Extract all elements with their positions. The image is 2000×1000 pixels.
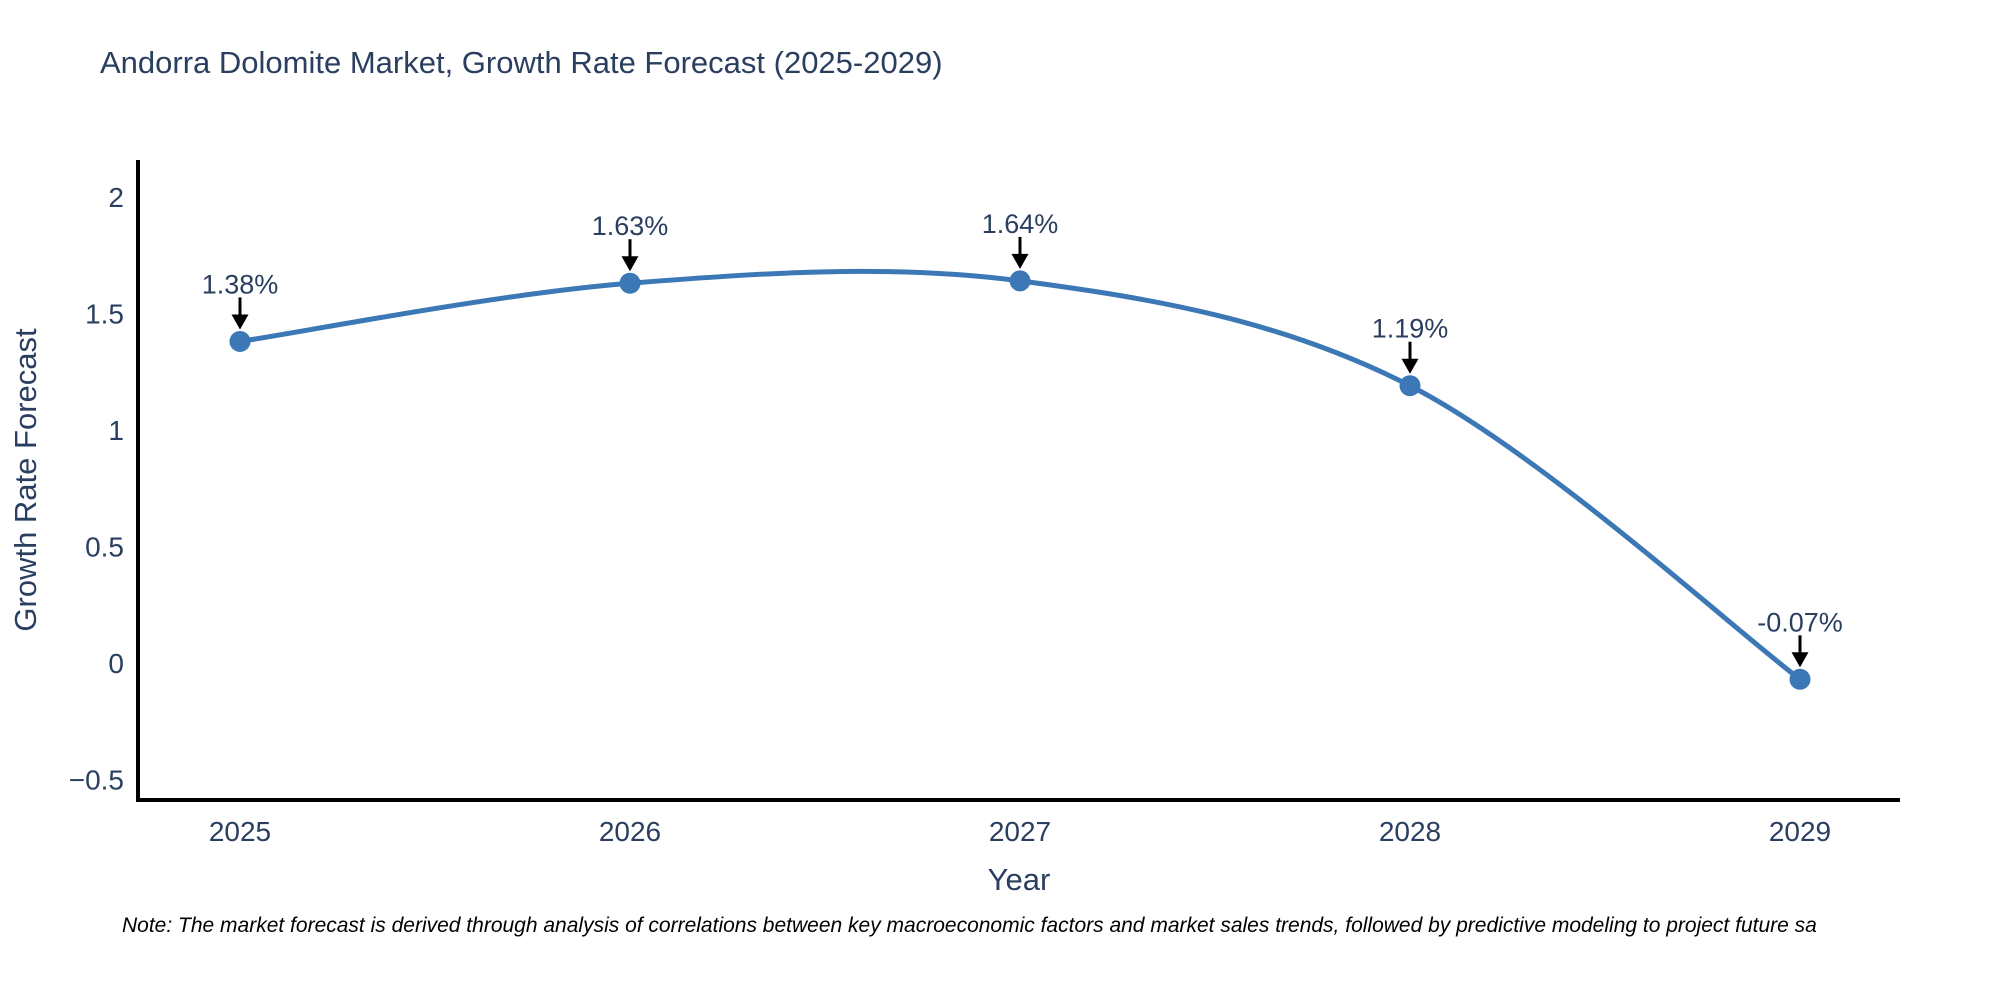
data-point-marker (1399, 375, 1421, 397)
y-tick-label: 0.5 (85, 532, 124, 563)
annotation-arrowhead-icon (1401, 358, 1419, 374)
data-point-marker (1789, 668, 1811, 690)
annotation-arrowhead-icon (1791, 652, 1809, 668)
chart-title: Andorra Dolomite Market, Growth Rate For… (100, 45, 943, 80)
data-point-label: 1.64% (982, 209, 1059, 239)
x-tick-label: 2028 (1379, 816, 1441, 847)
data-point-marker (229, 330, 251, 352)
y-tick-label: 2 (108, 182, 124, 213)
annotation-arrowhead-icon (231, 314, 249, 330)
y-tick-label: 1 (108, 415, 124, 446)
annotation-arrowhead-icon (1011, 253, 1029, 269)
y-tick-label: 1.5 (85, 299, 124, 330)
annotation-arrowhead-icon (621, 256, 639, 272)
x-tick-label: 2026 (599, 816, 661, 847)
y-tick-label: 0 (108, 648, 124, 679)
data-point-marker (619, 272, 641, 294)
x-tick-label: 2027 (989, 816, 1051, 847)
data-point-label: -0.07% (1757, 607, 1843, 637)
x-axis-title: Year (988, 862, 1051, 897)
x-tick-label: 2025 (209, 816, 271, 847)
x-tick-label: 2029 (1769, 816, 1831, 847)
forecast-line (237, 268, 1803, 682)
y-axis-title: Growth Rate Forecast (8, 328, 43, 632)
data-point-label: 1.19% (1372, 314, 1449, 344)
data-point-label: 1.63% (592, 211, 669, 241)
y-tick-label: −0.5 (69, 765, 124, 796)
data-point-label: 1.38% (202, 269, 279, 299)
footnote: Note: The market forecast is derived thr… (122, 914, 1817, 937)
data-point-marker (1009, 270, 1031, 292)
